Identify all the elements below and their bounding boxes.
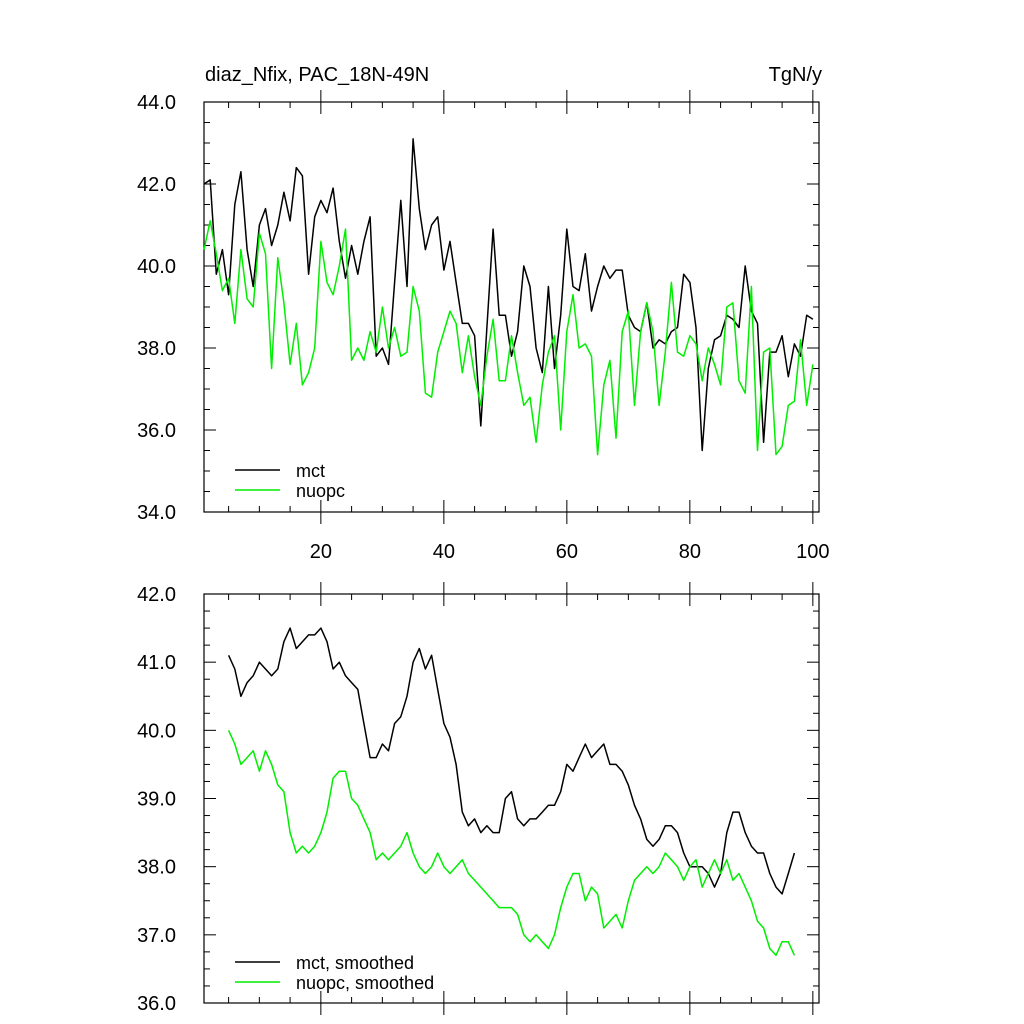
y-tick-label: 38.0 — [137, 857, 176, 879]
y-tick-label: 39.0 — [137, 789, 176, 811]
series-line-mct-smoothed — [227, 627, 796, 895]
plot-frame — [203, 593, 820, 1004]
x-tick-label: 80 — [679, 541, 701, 563]
series-line-nuopc-smoothed — [227, 729, 796, 957]
legend-label: nuopc, smoothed — [296, 973, 434, 993]
series-line-mct — [203, 138, 814, 452]
y-tick-label: 42.0 — [137, 584, 176, 606]
x-tick-label: 100 — [796, 541, 829, 563]
y-tick-label: 36.0 — [137, 993, 176, 1015]
legend-label: mct — [296, 461, 325, 481]
y-tick-label: 44.0 — [137, 92, 176, 114]
units-label: TgN/y — [768, 64, 822, 86]
y-tick-label: 38.0 — [137, 338, 176, 360]
legend-label: mct, smoothed — [296, 953, 414, 973]
y-tick-label: 37.0 — [137, 925, 176, 947]
x-tick-label: 20 — [310, 541, 332, 563]
y-tick-label: 34.0 — [137, 502, 176, 524]
legend-label: nuopc — [296, 481, 345, 501]
series-line-nuopc — [203, 220, 814, 456]
y-tick-label: 41.0 — [137, 652, 176, 674]
x-tick-label: 60 — [556, 541, 578, 563]
chart-title: diaz_Nfix, PAC_18N-49N — [205, 64, 430, 86]
y-tick-label: 40.0 — [137, 256, 176, 278]
y-tick-label: 40.0 — [137, 720, 176, 742]
top-panel: 34.0 36.0 38.0 40.0 42.0 44.0 20 40 60 80 100 mctnu… — [137, 90, 830, 563]
bottom-panel: 36.0 37.0 38.0 39.0 40.0 41.0 42.0 mct, smoothe… — [137, 582, 820, 1015]
y-tick-label: 36.0 — [137, 420, 176, 442]
y-tick-label: 42.0 — [137, 174, 176, 196]
x-tick-label: 40 — [433, 541, 455, 563]
